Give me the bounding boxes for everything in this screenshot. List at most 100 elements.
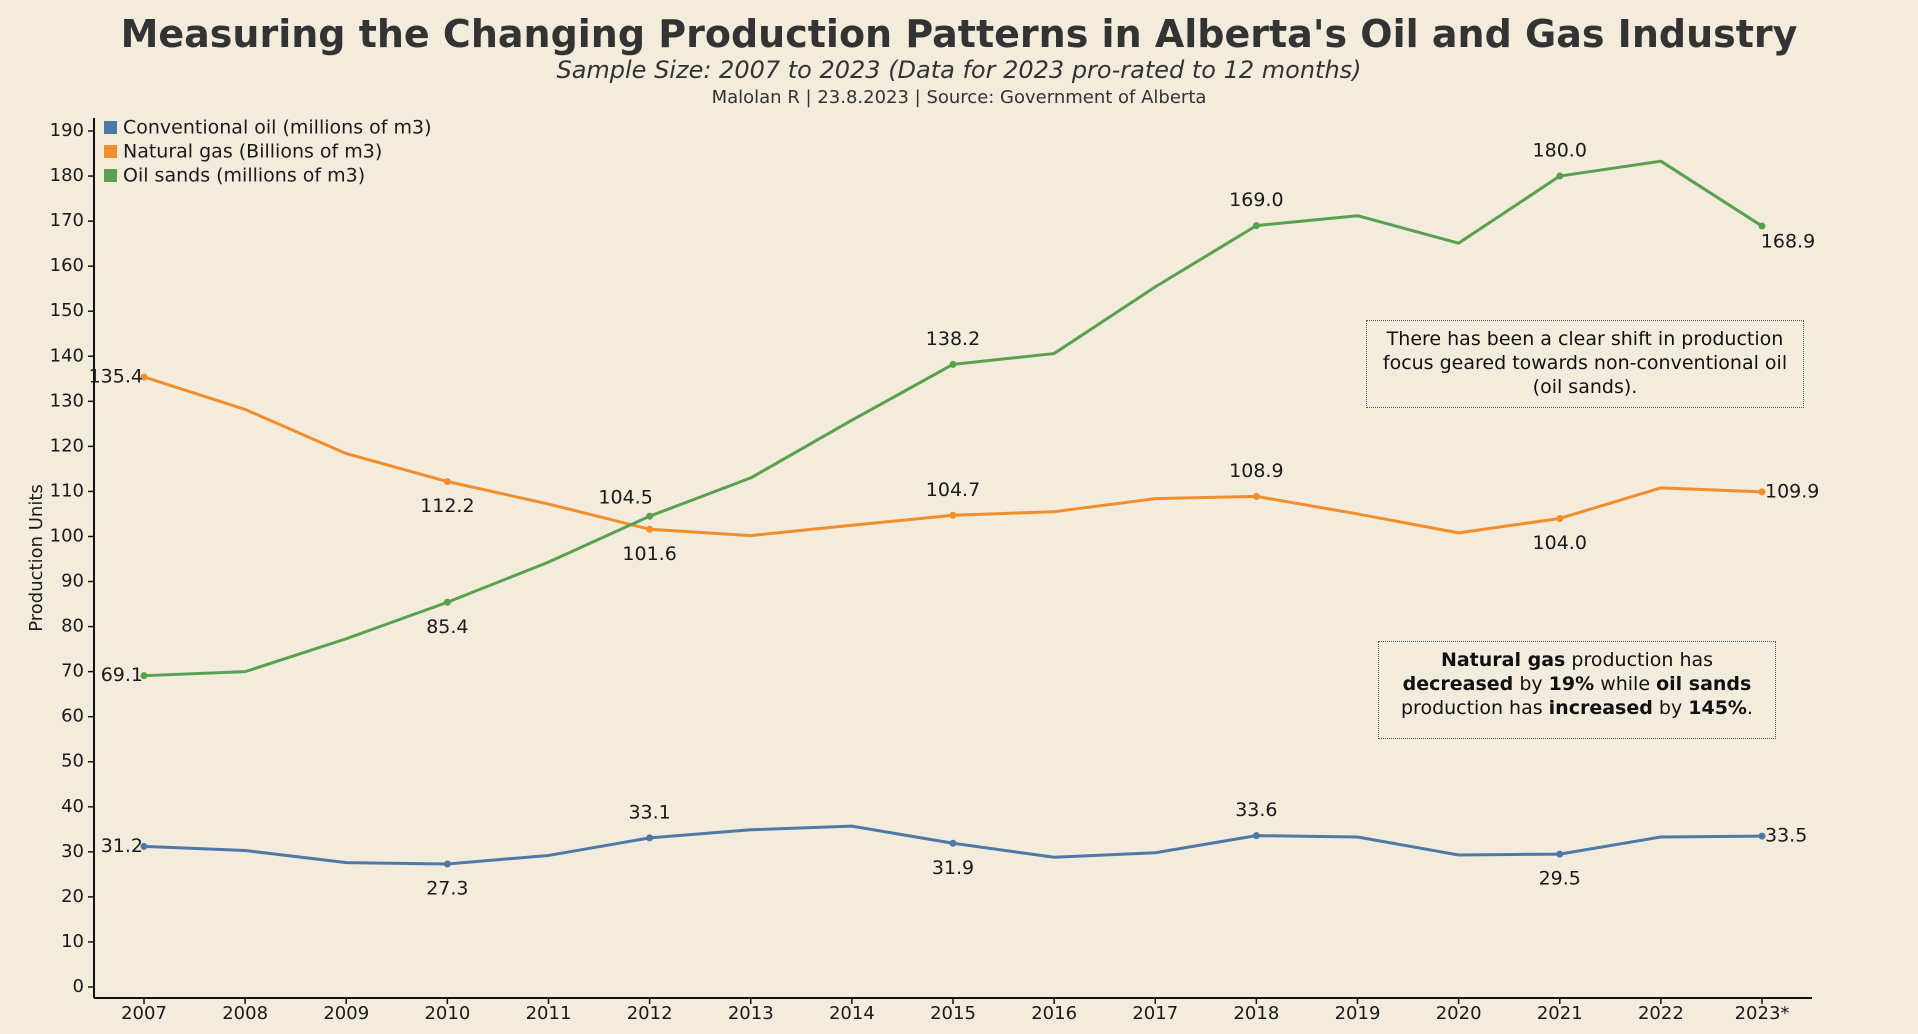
y-tick-label: 100 (50, 525, 84, 546)
annotation-change-part: . (1746, 697, 1753, 719)
y-tick-label: 130 (50, 390, 84, 411)
data-point (1556, 172, 1564, 180)
data-point (443, 860, 451, 868)
x-tick-label: 2017 (1132, 1003, 1178, 1024)
x-tick-label: 2010 (424, 1003, 470, 1024)
data-label: 169.0 (1229, 189, 1283, 211)
y-tick-label: 60 (61, 706, 84, 727)
legend-swatch (104, 169, 117, 182)
x-tick-label: 2022 (1638, 1003, 1684, 1024)
legend-swatch (104, 121, 117, 134)
legend-entry: Oil sands (millions of m3) (123, 165, 365, 187)
data-point (1556, 514, 1564, 522)
data-label: 27.3 (426, 878, 468, 900)
y-tick-label: 180 (50, 165, 84, 186)
data-label: 168.9 (1761, 231, 1815, 253)
data-point (1556, 850, 1564, 858)
data-label: 138.2 (926, 328, 980, 350)
data-label: 135.4 (89, 365, 143, 387)
y-tick-label: 0 (73, 976, 84, 997)
x-tick-label: 2019 (1335, 1003, 1381, 1024)
annotation-change-part: by (1513, 673, 1549, 695)
y-tick-label: 120 (50, 435, 84, 456)
data-point (140, 842, 148, 850)
x-tick-label: 2009 (323, 1003, 369, 1024)
data-point (140, 672, 148, 680)
x-tick-label: 2011 (526, 1003, 572, 1024)
y-axis-label: Production Units (26, 484, 47, 632)
annotation-shift: There has been a clear shift in producti… (1366, 320, 1804, 408)
data-point (646, 834, 654, 842)
data-point (949, 511, 957, 519)
series-line (143, 159, 1763, 678)
data-label: 104.7 (926, 479, 980, 501)
chart-title: Measuring the Changing Production Patter… (120, 12, 1798, 56)
annotation-change-part: 145% (1688, 697, 1747, 719)
chart-subtitle: Sample Size: 2007 to 2023 (Data for 2023… (556, 56, 1362, 84)
data-point (646, 525, 654, 533)
x-tick-label: 2021 (1537, 1003, 1583, 1024)
x-tick-label: 2018 (1233, 1003, 1279, 1024)
data-label: 85.4 (426, 616, 468, 638)
x-tick-label: 2008 (222, 1003, 268, 1024)
annotation-change: Natural gas production has decreased by … (1378, 641, 1776, 739)
data-point (140, 373, 148, 381)
data-label: 104.0 (1533, 532, 1587, 554)
data-point (1758, 832, 1766, 840)
x-tick-label: 2015 (930, 1003, 976, 1024)
annotation-change-part: by (1652, 697, 1689, 719)
data-point (1758, 488, 1766, 496)
data-point (1252, 492, 1260, 500)
data-label: 33.1 (628, 801, 670, 823)
annotation-change-part: decreased (1402, 673, 1514, 695)
legend-swatch (104, 145, 117, 158)
y-tick-label: 10 (61, 931, 84, 952)
y-tick-label: 170 (50, 210, 84, 231)
data-label: 108.9 (1229, 460, 1283, 482)
data-label: 33.5 (1765, 825, 1807, 847)
y-tick-label: 80 (61, 616, 84, 637)
x-tick-label: 2023* (1735, 1003, 1790, 1024)
data-label: 104.5 (598, 487, 652, 509)
legend-entry: Conventional oil (millions of m3) (123, 117, 432, 139)
x-tick-label: 2014 (829, 1003, 875, 1024)
annotation-change-part: production has (1400, 697, 1549, 719)
data-point (949, 839, 957, 847)
y-tick-label: 140 (50, 345, 84, 366)
data-point (1252, 222, 1260, 230)
annotation-change-part: production has (1565, 649, 1714, 671)
y-tick-label: 90 (61, 571, 84, 592)
x-tick-label: 2007 (121, 1003, 167, 1024)
data-point (646, 512, 654, 520)
x-tick-label: 2012 (627, 1003, 673, 1024)
annotation-change-part: increased (1548, 697, 1653, 719)
y-tick-label: 50 (61, 751, 84, 772)
data-label: 180.0 (1533, 140, 1587, 162)
y-tick-label: 20 (61, 886, 84, 907)
y-tick-label: 30 (61, 841, 84, 862)
y-tick-label: 70 (61, 661, 84, 682)
data-point (443, 598, 451, 606)
data-label: 101.6 (622, 543, 676, 565)
data-label: 29.5 (1539, 868, 1581, 890)
data-label: 112.2 (420, 495, 474, 517)
data-label: 31.2 (101, 835, 143, 857)
x-tick-label: 2013 (728, 1003, 774, 1024)
x-tick-label: 2020 (1436, 1003, 1482, 1024)
data-label: 33.6 (1235, 799, 1277, 821)
data-label: 31.9 (932, 857, 974, 879)
annotation-change-part: oil sands (1656, 673, 1752, 695)
data-label: 69.1 (101, 664, 143, 686)
chart-byline: Malolan R | 23.8.2023 | Source: Governme… (711, 87, 1207, 108)
legend-entry: Natural gas (Billions of m3) (123, 141, 382, 163)
y-tick-label: 190 (50, 120, 84, 141)
y-tick-label: 40 (61, 796, 84, 817)
annotation-change-part: 19% (1548, 673, 1595, 695)
data-point (443, 478, 451, 486)
data-label: 109.9 (1765, 480, 1819, 502)
data-point (1252, 832, 1260, 840)
annotation-change-part: while (1594, 673, 1657, 695)
x-tick-label: 2016 (1031, 1003, 1077, 1024)
data-point (949, 360, 957, 368)
